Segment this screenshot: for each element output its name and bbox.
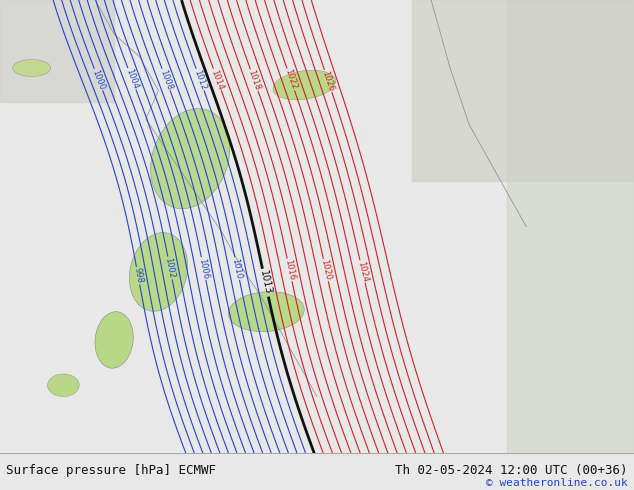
Text: 1000: 1000: [91, 68, 107, 91]
Text: 1004: 1004: [124, 67, 139, 90]
Text: © weatheronline.co.uk: © weatheronline.co.uk: [486, 478, 628, 488]
Text: 1024: 1024: [356, 260, 369, 283]
Text: 1006: 1006: [197, 257, 210, 280]
Text: 1008: 1008: [158, 68, 174, 91]
Ellipse shape: [129, 233, 188, 311]
Ellipse shape: [273, 70, 335, 100]
Text: Surface pressure [hPa] ECMWF: Surface pressure [hPa] ECMWF: [6, 464, 216, 477]
Text: 1013: 1013: [258, 270, 273, 296]
Ellipse shape: [228, 292, 304, 332]
Text: 1018: 1018: [247, 69, 262, 92]
Text: 1016: 1016: [283, 259, 296, 281]
Text: 1002: 1002: [164, 257, 176, 279]
Ellipse shape: [95, 312, 133, 368]
Text: 1020: 1020: [319, 259, 332, 281]
Ellipse shape: [48, 374, 79, 396]
Text: 1022: 1022: [283, 68, 299, 91]
Ellipse shape: [13, 59, 51, 76]
Text: Th 02-05-2024 12:00 UTC (00+36): Th 02-05-2024 12:00 UTC (00+36): [395, 464, 628, 477]
Text: 1014: 1014: [210, 68, 225, 91]
Text: 1012: 1012: [192, 68, 208, 91]
Text: 1026: 1026: [321, 70, 336, 93]
Text: 998: 998: [133, 267, 144, 284]
Text: 1010: 1010: [231, 257, 243, 280]
Ellipse shape: [151, 109, 230, 209]
